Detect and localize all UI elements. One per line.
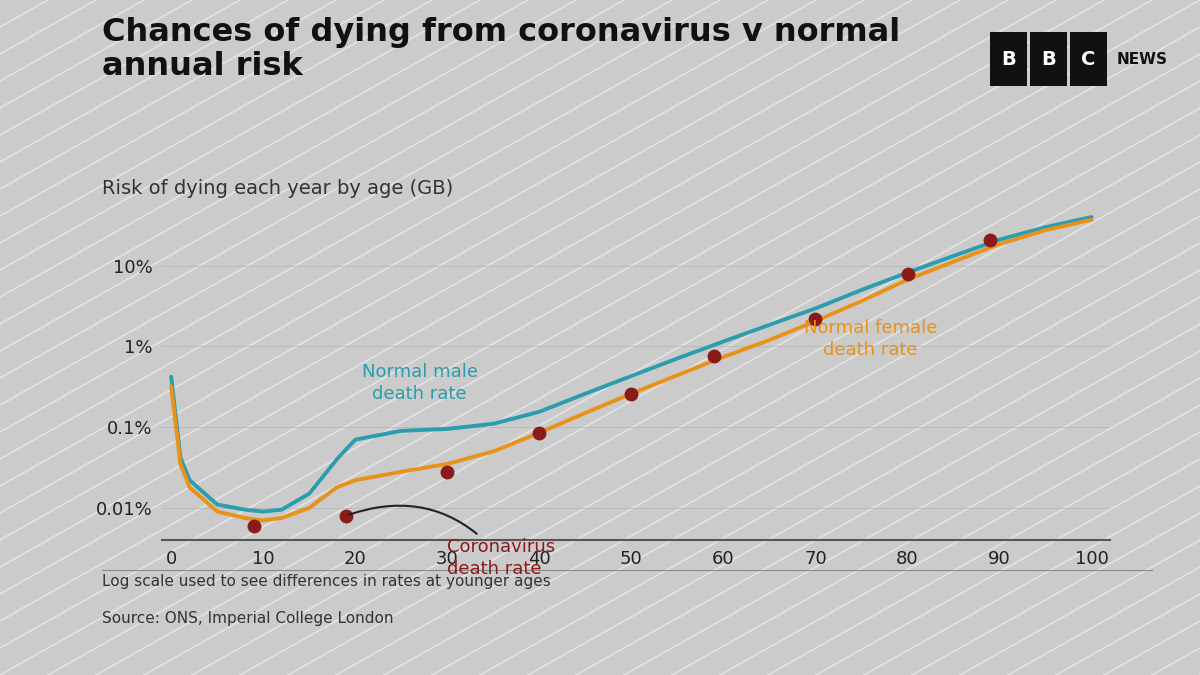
Text: Normal male
death rate: Normal male death rate bbox=[361, 362, 478, 403]
Text: Normal female
death rate: Normal female death rate bbox=[804, 319, 937, 359]
Text: C: C bbox=[1081, 49, 1096, 69]
Bar bbox=[1030, 32, 1067, 86]
Text: Source: ONS, Imperial College London: Source: ONS, Imperial College London bbox=[102, 611, 394, 626]
Text: Coronavirus
death rate: Coronavirus death rate bbox=[349, 506, 556, 578]
Text: Risk of dying each year by age (GB): Risk of dying each year by age (GB) bbox=[102, 179, 454, 198]
Bar bbox=[990, 32, 1027, 86]
Text: Chances of dying from coronavirus v normal
annual risk: Chances of dying from coronavirus v norm… bbox=[102, 17, 900, 82]
Text: NEWS: NEWS bbox=[1116, 51, 1168, 67]
Text: B: B bbox=[1042, 49, 1056, 69]
Bar bbox=[1070, 32, 1108, 86]
Text: Log scale used to see differences in rates at younger ages: Log scale used to see differences in rat… bbox=[102, 574, 551, 589]
Text: B: B bbox=[1001, 49, 1016, 69]
